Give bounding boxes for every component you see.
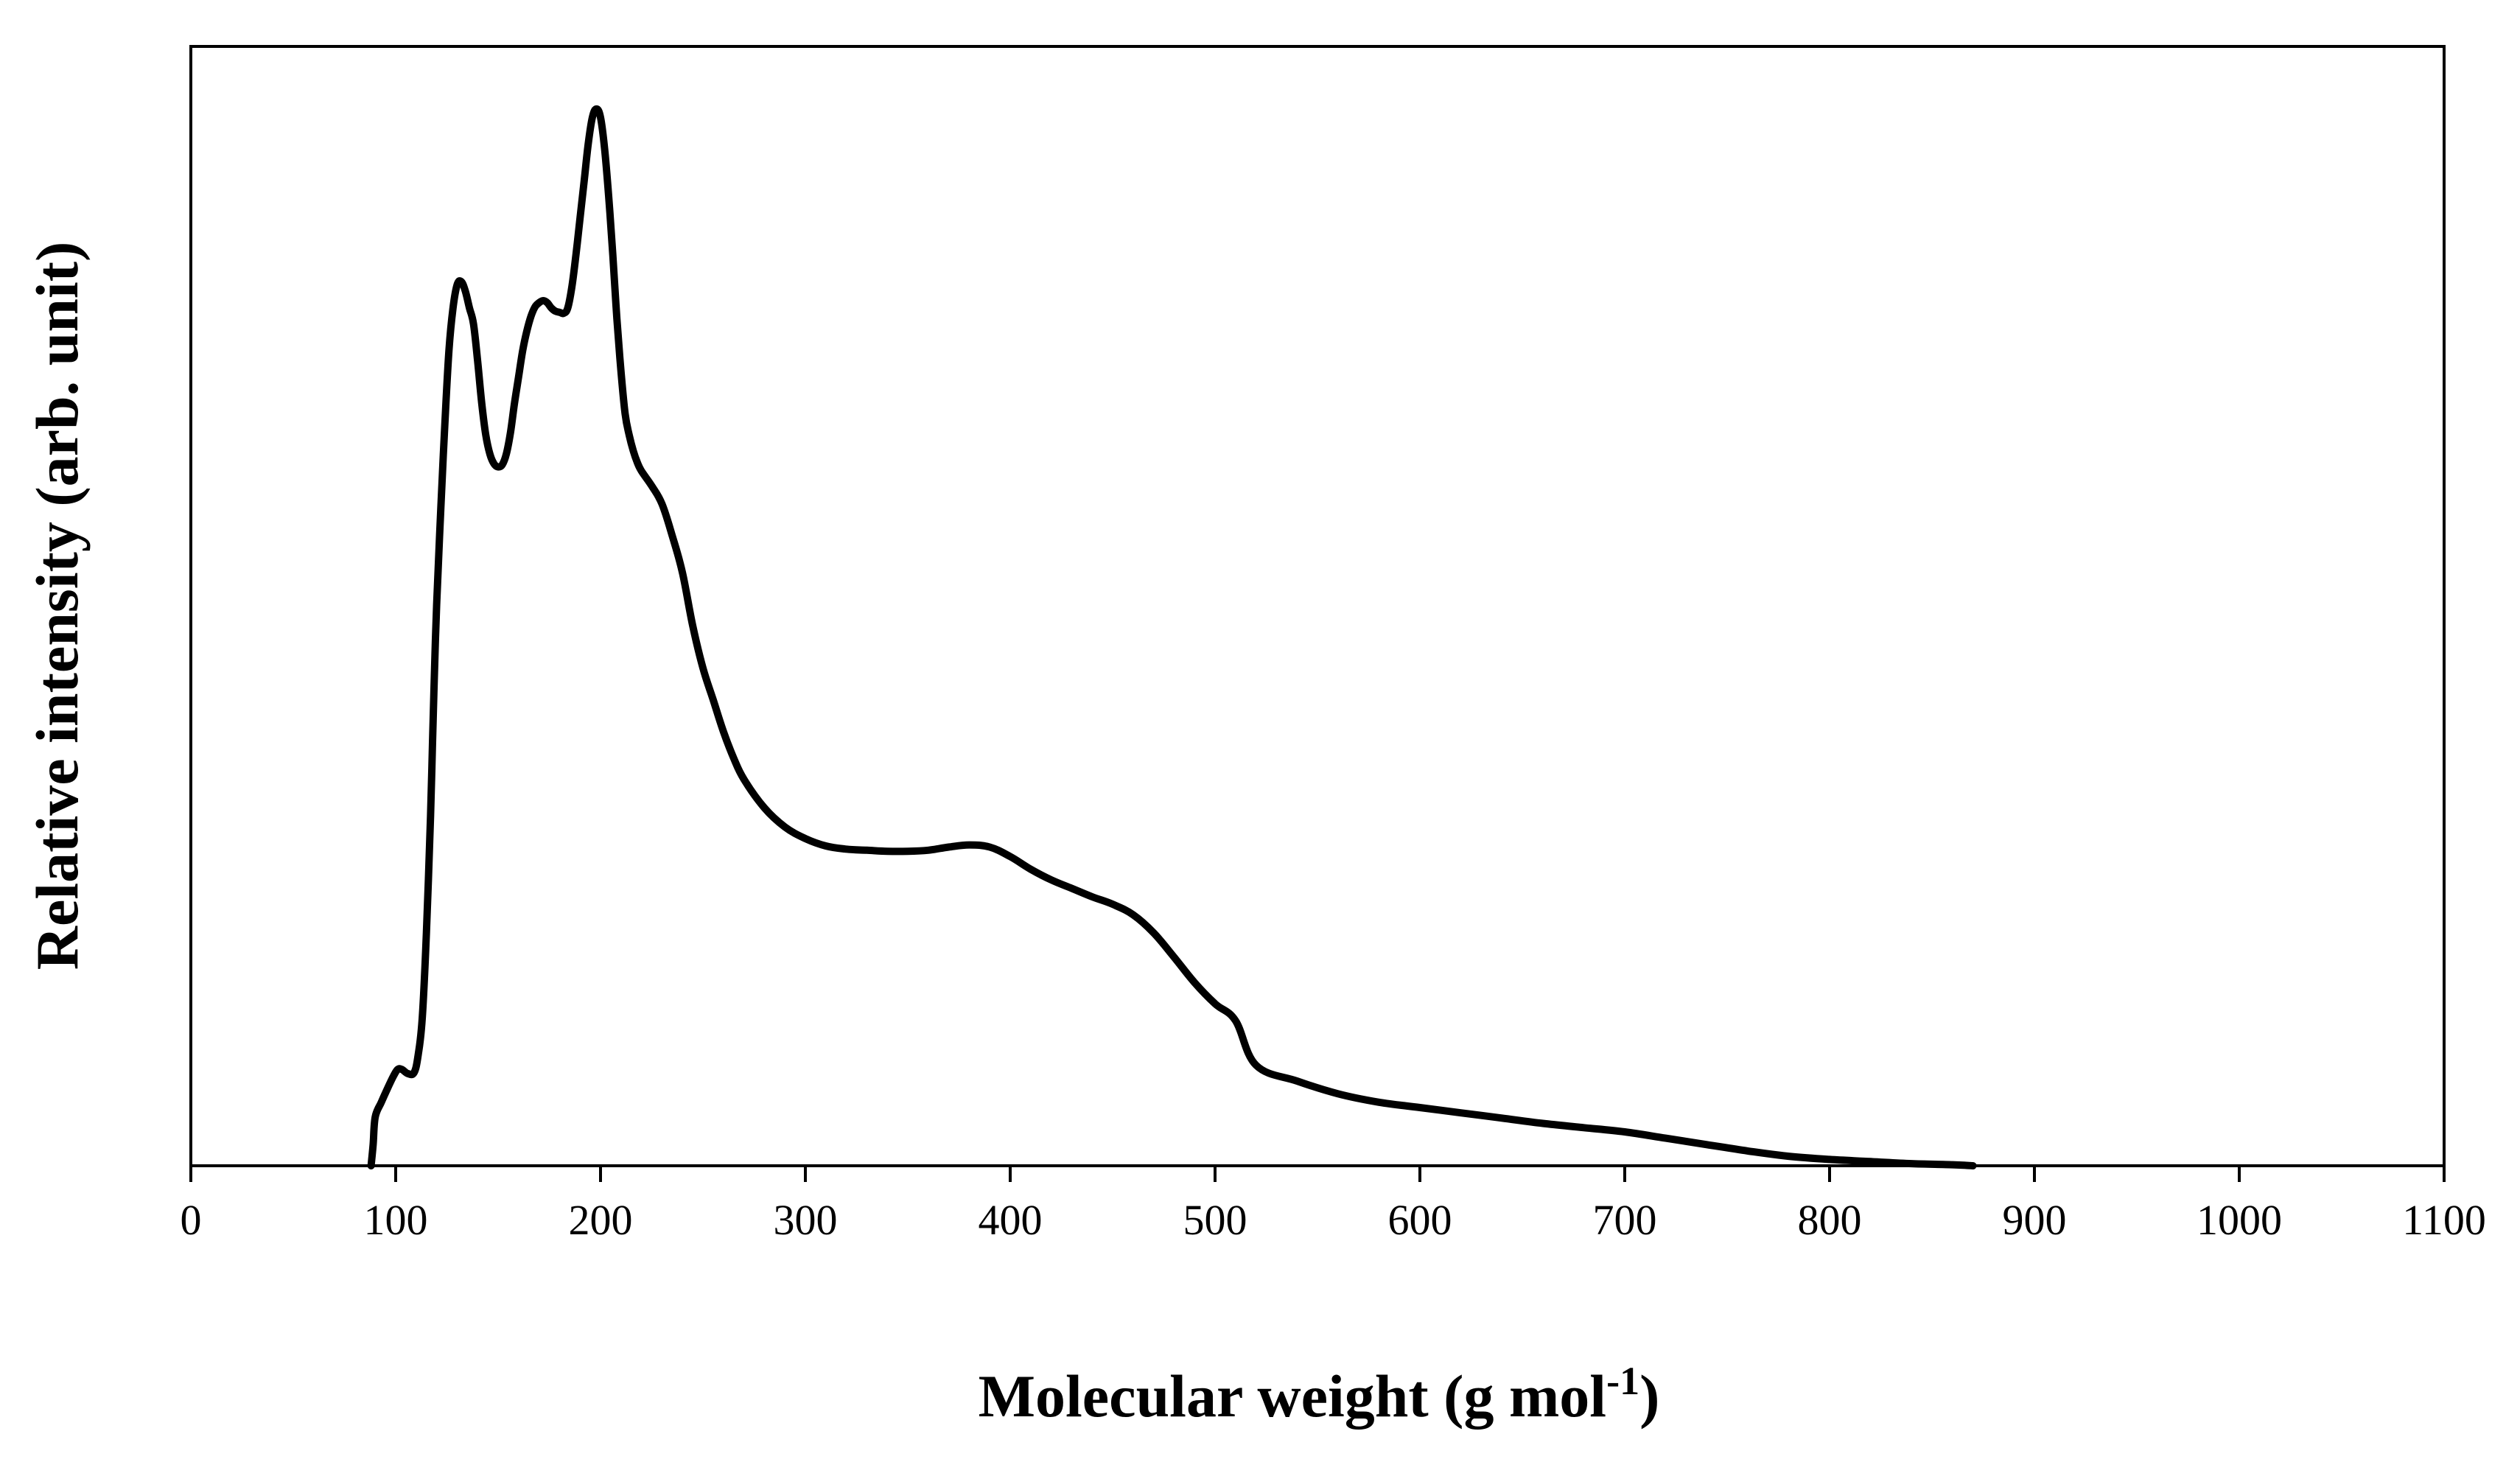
x-tick-label: 1100 [2402, 1196, 2486, 1244]
x-tick-label: 900 [2003, 1196, 2067, 1244]
x-tick-label: 500 [1183, 1196, 1247, 1244]
x-axis-title-superscript: -1 [1606, 1359, 1639, 1403]
x-tick-label: 200 [569, 1196, 633, 1244]
x-tick-label: 700 [1593, 1196, 1657, 1244]
x-axis-tick-labels: 0 100 200 300 400 500 600 700 800 900 1000 1100 [181, 1196, 2486, 1244]
x-axis-title-main: Molecular weight (g mol [979, 1363, 1606, 1430]
y-axis-title: Relative intensity (arb. unit) [24, 242, 91, 970]
series-group [367, 105, 1977, 1169]
x-axis-title-close: ) [1639, 1363, 1659, 1430]
x-tick-label: 300 [774, 1196, 838, 1244]
plot-area-frame [189, 45, 2446, 1167]
x-tick-label: 100 [364, 1196, 428, 1244]
series-line-0 [367, 105, 1977, 1169]
x-axis-ticks [189, 1166, 2446, 1182]
x-tick-label: 400 [979, 1196, 1043, 1244]
x-tick-label: 0 [181, 1196, 202, 1244]
x-tick-label: 1000 [2197, 1196, 2282, 1244]
x-axis-title: Molecular weight (g mol-1) [979, 1359, 1660, 1430]
x-tick-label: 600 [1388, 1196, 1452, 1244]
x-tick-label: 800 [1798, 1196, 1862, 1244]
